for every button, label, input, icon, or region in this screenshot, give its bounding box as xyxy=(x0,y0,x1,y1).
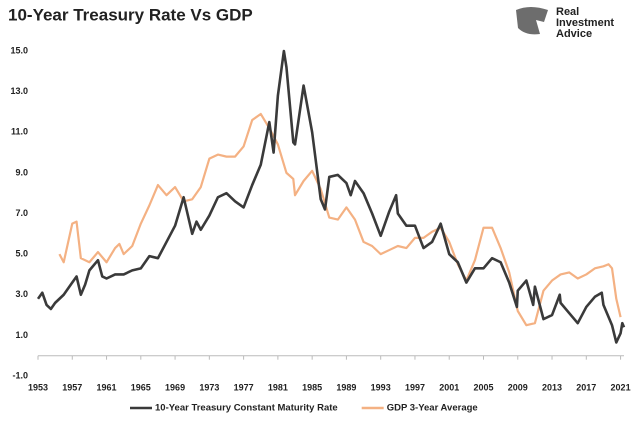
legend-label: GDP 3-Year Average xyxy=(387,403,478,414)
x-tick-label: 1973 xyxy=(199,382,219,392)
y-tick-label: 13.0 xyxy=(10,86,28,96)
x-tick-label: 1997 xyxy=(405,382,425,392)
logo-icon xyxy=(516,7,548,35)
x-tick-label: 2021 xyxy=(611,382,631,392)
x-tick-label: 1953 xyxy=(28,382,48,392)
legend-label: 10-Year Treasury Constant Maturity Rate xyxy=(155,403,338,414)
logo-text: Advice xyxy=(556,28,592,40)
logo-text: Real xyxy=(556,6,579,18)
x-tick-label: 1969 xyxy=(165,382,185,392)
logo: Real Investment Advice xyxy=(516,6,614,40)
x-tick-label: 1957 xyxy=(62,382,82,392)
chart-title: 10-Year Treasury Rate Vs GDP xyxy=(8,5,253,24)
x-tick-label: 2013 xyxy=(542,382,562,392)
x-tick-label: 2005 xyxy=(473,382,493,392)
y-tick-label: 15.0 xyxy=(10,45,28,55)
y-tick-label: 5.0 xyxy=(15,249,28,259)
x-tick-label: 2009 xyxy=(508,382,528,392)
line-series xyxy=(36,49,626,344)
y-tick-label: 3.0 xyxy=(15,289,28,299)
y-tick-label: 1.0 xyxy=(15,330,28,340)
x-tick-label: 2001 xyxy=(439,382,459,392)
x-tick-label: 1965 xyxy=(131,382,151,392)
x-tick-label: 1993 xyxy=(371,382,391,392)
x-tick-label: 2017 xyxy=(576,382,596,392)
x-tick-label: 1977 xyxy=(234,382,254,392)
logo-text: Investment xyxy=(556,17,614,29)
x-tick-label: 1985 xyxy=(302,382,322,392)
x-tick-label: 1981 xyxy=(268,382,288,392)
x-tick-label: 1989 xyxy=(336,382,356,392)
x-tick-label: 1961 xyxy=(97,382,117,392)
y-tick-label: 11.0 xyxy=(11,127,28,137)
y-tick-label: -1.0 xyxy=(12,370,28,380)
y-tick-label: 9.0 xyxy=(15,167,28,177)
line-series xyxy=(58,112,622,327)
y-tick-label: 7.0 xyxy=(15,208,28,218)
